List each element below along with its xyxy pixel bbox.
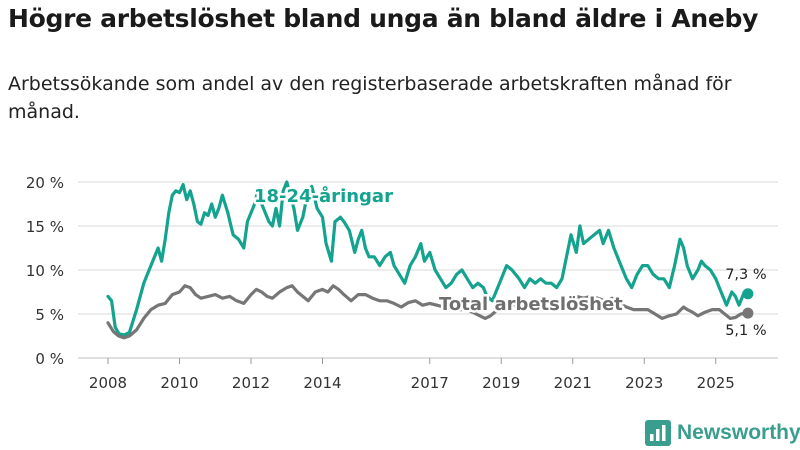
annotation-total-halo: Total arbetslöshet bbox=[439, 294, 623, 315]
newsworthy-logo-icon bbox=[645, 420, 671, 446]
end-point-youth bbox=[742, 288, 754, 300]
x-tick-label: 2010 bbox=[160, 374, 198, 392]
brand-logo: Newsworthy bbox=[645, 420, 800, 446]
end-label-total: 5,1 % bbox=[725, 323, 766, 339]
y-tick-label: 0 % bbox=[35, 350, 64, 368]
x-tick-label: 2012 bbox=[232, 374, 270, 392]
chart-title: Högre arbetslöshet bland unga än bland ä… bbox=[8, 4, 759, 33]
series-line-youth bbox=[106, 180, 750, 337]
y-tick-label: 5 % bbox=[35, 306, 64, 324]
annotation-total: Total arbetslöshet bbox=[439, 294, 623, 315]
annotation-youth-halo: 18-24-åringar bbox=[254, 185, 393, 207]
x-tick-label: 2019 bbox=[482, 374, 520, 392]
x-tick-label: 2025 bbox=[697, 374, 735, 392]
end-point-total bbox=[742, 307, 754, 319]
x-tick-label: 2008 bbox=[89, 374, 127, 392]
y-tick-label: 10 % bbox=[26, 262, 64, 280]
x-tick-label: 2014 bbox=[303, 374, 341, 392]
chart-subtitle: Arbetssökande som andel av den registerb… bbox=[8, 73, 732, 123]
y-tick-label: 20 % bbox=[26, 174, 64, 192]
series-line-total bbox=[106, 284, 750, 340]
annotation-youth: 18-24-åringar bbox=[254, 185, 393, 207]
x-tick-label: 2023 bbox=[625, 374, 663, 392]
end-label-youth: 7,3 % bbox=[725, 267, 766, 283]
x-tick-label: 2021 bbox=[554, 374, 592, 392]
x-tick-label: 2017 bbox=[411, 374, 449, 392]
y-tick-label: 15 % bbox=[26, 218, 64, 236]
brand-name: Newsworthy bbox=[677, 421, 800, 444]
